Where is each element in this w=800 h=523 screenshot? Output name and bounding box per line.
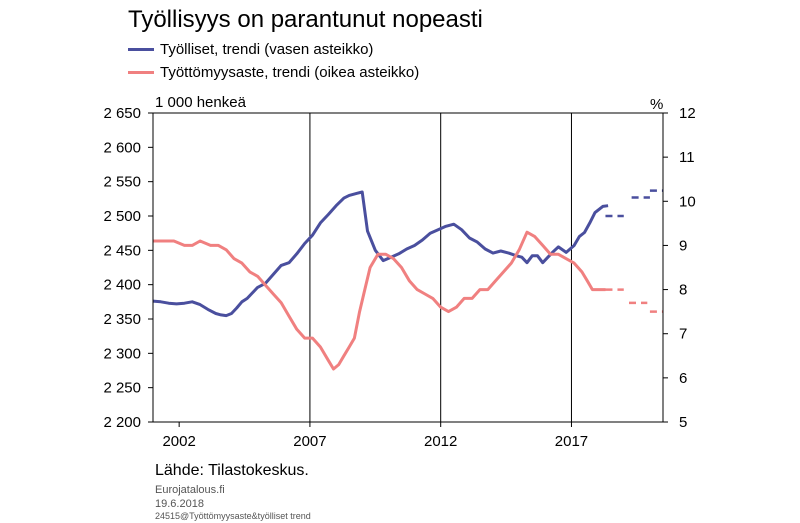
left-tick-label: 2 250 [103, 380, 141, 397]
right-tick-label: 8 [679, 282, 687, 299]
left-tick-label: 2 300 [103, 345, 141, 362]
legend-label-employed: Työlliset, trendi (vasen asteikko) [160, 41, 374, 58]
x-tick-label: 2002 [162, 433, 195, 450]
series-line-employed [152, 190, 609, 318]
plot-frame [152, 112, 664, 423]
ticks-layer: 2 650 2 600 2 550 2 500 2 450 2 400 2 350 2 300… [103, 105, 695, 450]
code-text: 24515@Työttömyysaste&työlliset trend [155, 511, 311, 521]
x-tick-label: 2012 [424, 433, 457, 450]
right-tick-label: 7 [679, 326, 687, 343]
chart-title: Työllisyys on parantunut nopeasti [128, 6, 483, 33]
right-tick-label: 12 [679, 105, 696, 122]
legend-item-unemployment: Työttömyysaste, trendi (oikea asteikko) [128, 64, 419, 81]
legend-swatch-employed [128, 48, 154, 51]
left-tick-label: 2 650 [103, 105, 141, 122]
legend-swatch-unemployment [128, 71, 154, 74]
series-line-unemployment [153, 230, 606, 371]
left-tick-label: 2 400 [103, 277, 141, 294]
left-tick-label: 2 600 [103, 139, 141, 156]
site-text: Eurojatalous.fi [155, 484, 225, 496]
left-tick-label: 2 500 [103, 208, 141, 225]
x-tick-label: 2017 [555, 433, 588, 450]
right-tick-label: 6 [679, 370, 687, 387]
left-tick-label: 2 550 [103, 174, 141, 191]
grid-lines [309, 113, 572, 422]
left-tick-label: 2 450 [103, 242, 141, 259]
right-tick-label: 5 [679, 414, 687, 431]
date-text: 19.6.2018 [155, 498, 204, 510]
series-layer [152, 189, 663, 371]
right-axis-unit: % [650, 96, 664, 113]
right-tick-label: 10 [679, 193, 696, 210]
x-tick-label: 2007 [293, 433, 326, 450]
legend-label-unemployment: Työttömyysaste, trendi (oikea asteikko) [160, 64, 420, 81]
left-axis-unit: 1 000 henkeä [155, 94, 246, 111]
source-text: Lähde: Tilastokeskus. [155, 462, 309, 479]
left-tick-label: 2 350 [103, 311, 141, 328]
right-tick-label: 9 [679, 237, 687, 254]
left-tick-label: 2 200 [103, 414, 141, 431]
legend-item-employed: Työlliset, trendi (vasen asteikko) [128, 41, 373, 58]
right-tick-label: 11 [679, 149, 695, 166]
